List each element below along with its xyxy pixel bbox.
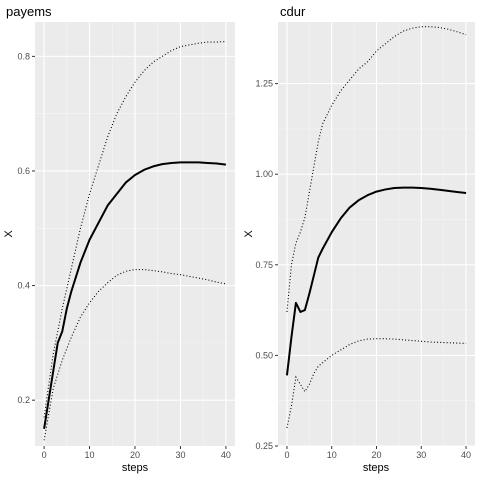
x-tick-label: 40: [221, 450, 231, 460]
irf-line: [285, 186, 467, 376]
y-tick-label: 0.25: [255, 441, 273, 451]
x-tick-label: 30: [175, 450, 185, 460]
axis-ticks: 0 10 20 30 40 0.2 0.4 0.6 0.8: [17, 51, 230, 460]
panel-cdur: cdur 0 10 20 30 40 0.25 0.50 0.75 1.00 1.25 steps…: [243, 4, 475, 474]
y-axis-title: X: [243, 230, 255, 238]
upper-band-line: [286, 26, 467, 312]
y-tick-label: 0.75: [255, 260, 273, 270]
y-tick-label: 1.25: [255, 79, 273, 89]
y-tick-label: 0.4: [17, 281, 30, 291]
panel-title: payems: [6, 4, 52, 19]
y-tick-label: 1.00: [255, 169, 273, 179]
x-tick-label: 30: [416, 450, 426, 460]
x-tick-label: 10: [85, 450, 95, 460]
x-tick-label: 40: [461, 450, 471, 460]
y-axis-title: X: [3, 230, 15, 238]
x-axis-title: steps: [363, 462, 390, 474]
y-tick-label: 0.2: [17, 395, 30, 405]
y-tick-label: 0.6: [17, 166, 30, 176]
irf-line: [43, 161, 227, 429]
y-tick-label: 0.8: [17, 51, 30, 61]
x-tick-label: 0: [42, 450, 47, 460]
axis-ticks: 0 10 20 30 40 0.25 0.50 0.75 1.00 1.25: [255, 79, 471, 460]
x-tick-label: 20: [371, 450, 381, 460]
series: [285, 26, 467, 428]
panel-title: cdur: [280, 4, 306, 19]
upper-band-line: [43, 40, 226, 418]
panel-payems: payems 0 10 20 30 40 0.2 0.4 0.6 0.8 steps X: [3, 4, 235, 474]
x-tick-label: 10: [327, 450, 337, 460]
x-axis-title: steps: [122, 462, 149, 474]
series: [43, 40, 227, 441]
x-tick-label: 0: [284, 450, 289, 460]
x-tick-label: 20: [130, 450, 140, 460]
y-tick-label: 0.50: [255, 350, 273, 360]
grid: [35, 22, 235, 446]
